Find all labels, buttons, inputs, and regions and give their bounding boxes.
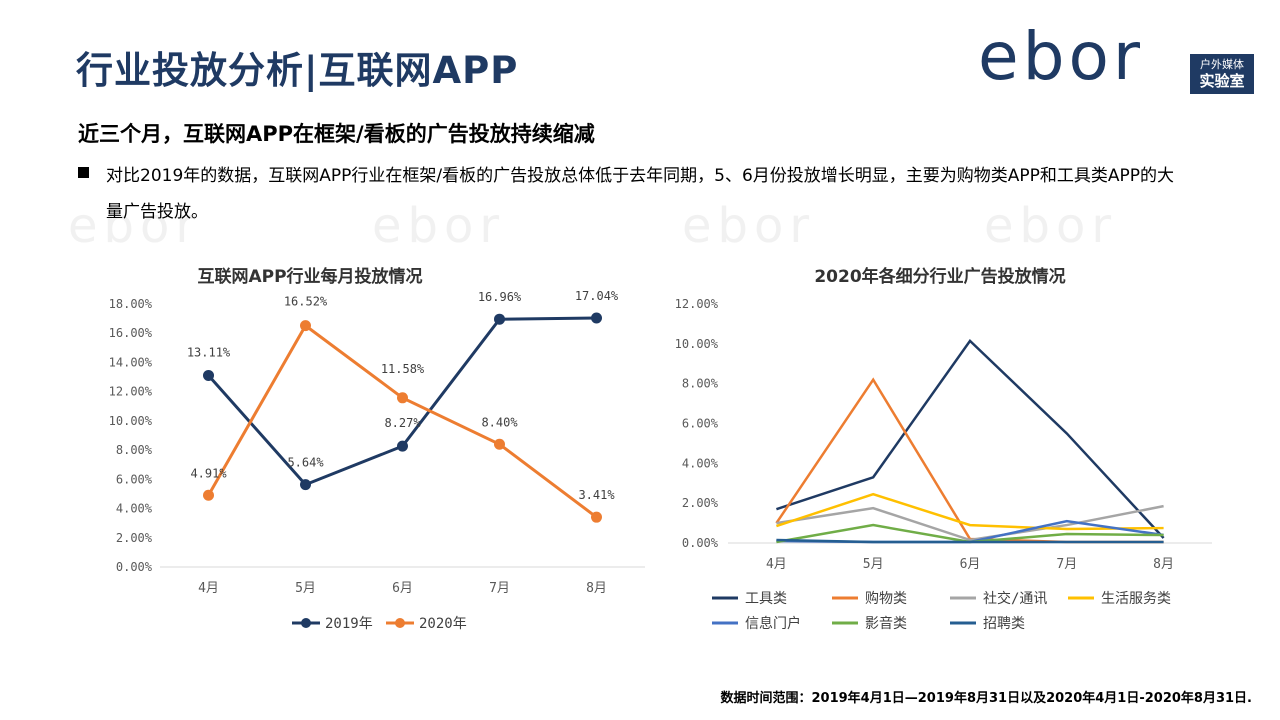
- chart1-xtick-label: 6月: [392, 581, 413, 596]
- chart1-xtick-label: 5月: [295, 581, 316, 596]
- chart1-data-label: 3.41%: [578, 488, 615, 502]
- chart2-series-line-3: [776, 504, 1164, 542]
- chart2-ytick-label: 0.00%: [682, 536, 719, 550]
- chart2-title: 2020年各细分行业广告投放情况: [814, 267, 1066, 287]
- chart1-ytick-label: 18.00%: [109, 297, 153, 311]
- section-subtitle: 近三个月，互联网APP在框架/看板的广告投放持续缩减: [78, 122, 595, 146]
- chart1-point-1: [591, 312, 602, 324]
- chart1-xtick-label: 7月: [489, 581, 510, 596]
- chart1-ytick-label: 2.00%: [116, 531, 153, 545]
- chart1-point-2: [591, 511, 602, 523]
- chart2-ytick-label: 10.00%: [675, 337, 719, 351]
- chart1-legend-label: 2019年: [325, 616, 373, 632]
- watermark-logo: ebor: [372, 198, 506, 254]
- chart1-point-2: [203, 489, 214, 501]
- watermark-logo: ebor: [68, 198, 202, 254]
- chart1-title: 互联网APP行业每月投放情况: [197, 267, 423, 287]
- chart1-ytick-label: 0.00%: [116, 560, 153, 574]
- chart1-ytick-label: 8.00%: [116, 443, 153, 457]
- chart1-data-label: 8.27%: [384, 416, 421, 430]
- chart2-xtick-label: 7月: [1056, 557, 1077, 572]
- chart1-ytick-label: 12.00%: [109, 385, 153, 399]
- chart2-ytick-label: 6.00%: [682, 417, 719, 431]
- brand-logo: ebor 户外媒体 实验室: [978, 18, 1258, 100]
- chart2-ytick-label: 4.00%: [682, 456, 719, 470]
- chart1-point-2: [300, 320, 311, 332]
- chart1-xtick-label: 4月: [198, 581, 219, 596]
- chart1-point-1: [203, 369, 214, 381]
- chart2-series-line-7: [776, 538, 1164, 544]
- chart2-legend-label: 社交/通讯: [983, 590, 1047, 607]
- chart2-ytick-label: 12.00%: [675, 297, 719, 311]
- logo-badge: 户外媒体 实验室: [1190, 54, 1254, 94]
- chart1-data-label: 16.52%: [284, 295, 328, 309]
- chart1-legend-marker: [395, 618, 405, 628]
- chart1-data-label: 5.64%: [287, 456, 324, 470]
- chart2-xtick-label: 8月: [1153, 557, 1174, 572]
- chart1-ytick-label: 10.00%: [109, 414, 153, 428]
- chart2-legend-label: 招聘类: [983, 616, 1025, 632]
- chart1-ytick-label: 4.00%: [116, 502, 153, 516]
- chart1-legend-marker: [301, 618, 311, 628]
- chart2-xtick-label: 5月: [863, 557, 884, 572]
- watermark-logo: ebor: [984, 198, 1118, 254]
- chart1-point-1: [300, 479, 311, 491]
- summary-paragraph: 对比2019年的数据，互联网APP行业在框架/看板的广告投放总体低于去年同期，5…: [106, 166, 1175, 222]
- chart2-ytick-label: 2.00%: [682, 496, 719, 510]
- chart1-data-label: 16.96%: [478, 290, 522, 304]
- chart1-ytick-label: 14.00%: [109, 355, 153, 369]
- chart2-ytick-label: 8.00%: [682, 377, 719, 391]
- chart2-legend-label: 信息门户: [745, 615, 801, 632]
- logo-wordmark: ebor: [978, 18, 1145, 95]
- chart1-point-1: [494, 313, 505, 325]
- chart1-point-1: [397, 440, 408, 452]
- chart1-xtick-label: 8月: [586, 581, 607, 596]
- chart2-series-line-4: [776, 492, 1164, 531]
- data-range-footnote: 数据时间范围：2019年4月1日—2019年8月31日以及2020年4月1日-2…: [720, 691, 1252, 706]
- watermark-logo: ebor: [682, 198, 816, 254]
- logo-badge-line1: 户外媒体: [1200, 58, 1244, 71]
- chart2-legend-label: 购物类: [865, 591, 907, 607]
- chart1-ytick-label: 16.00%: [109, 326, 153, 340]
- chart1-ytick-label: 6.00%: [116, 472, 153, 486]
- chart2-xtick-label: 4月: [766, 557, 787, 572]
- chart1-data-label: 8.40%: [481, 415, 518, 429]
- chart2-legend-label: 生活服务类: [1101, 591, 1171, 607]
- chart2-series-line-1: [776, 338, 1165, 539]
- logo-badge-line2: 实验室: [1199, 72, 1245, 90]
- chart1-legend-label: 2020年: [419, 616, 467, 632]
- chart1-point-2: [397, 392, 408, 404]
- chart1-data-label: 4.91%: [190, 466, 227, 480]
- chart2-legend-label: 工具类: [745, 591, 787, 607]
- chart2-legend-label: 影音类: [865, 615, 907, 632]
- chart2-xtick-label: 6月: [960, 557, 981, 572]
- chart1-data-label: 11.58%: [381, 362, 425, 376]
- page-title: 行业投放分析|互联网APP: [76, 49, 519, 92]
- chart1-data-label: 13.11%: [187, 345, 231, 359]
- chart1-data-label: 17.04%: [575, 289, 619, 303]
- chart1-point-2: [494, 438, 505, 450]
- bullet-square-icon: [78, 167, 89, 178]
